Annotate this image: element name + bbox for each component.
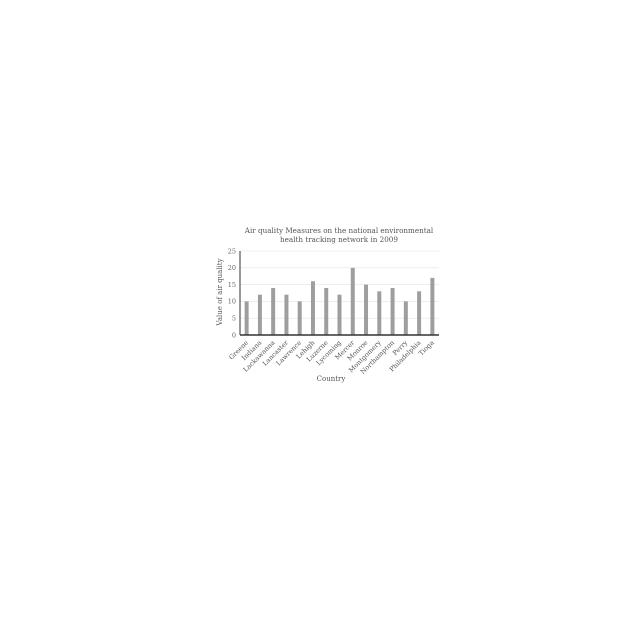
x-tick-label: Tioga [417,339,436,358]
bar [271,287,276,335]
bar [377,291,382,335]
bar [403,301,408,335]
y-tick-label: 15 [228,281,236,289]
x-axis-labels: GreeneIndianaLackawannaLancasterLawrence… [227,338,435,376]
bars [244,267,435,335]
bar [390,287,395,335]
bar [310,281,315,335]
bar [284,294,289,335]
y-axis-title: Value of air quality [216,258,224,326]
bar [417,291,422,335]
x-axis-title: Country [317,375,346,383]
bar [430,277,435,335]
bar [244,301,249,335]
chart-title-line-2: health tracking network in 2009 [280,235,398,244]
bar [297,301,302,335]
bar [350,267,355,335]
bar [324,287,329,335]
y-tick-label: 5 [232,315,236,323]
y-tick-label: 10 [228,298,236,306]
y-tick-label: 20 [228,264,236,272]
y-axis-ticks: 0 5 10 15 20 25 [228,247,236,339]
y-tick-label: 0 [232,331,236,339]
bar [364,284,369,335]
bar [257,294,262,335]
bar [337,294,342,335]
y-tick-label: 25 [228,247,236,255]
chart-title-line-1: Air quality Measures on the national env… [244,226,434,235]
